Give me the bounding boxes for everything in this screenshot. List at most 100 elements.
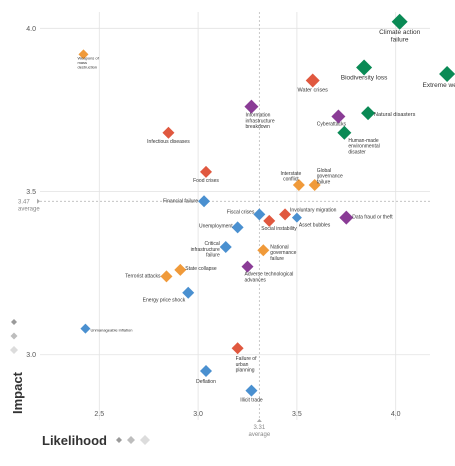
size-legend-diamond xyxy=(127,436,135,444)
y-tick-label: 3.5 xyxy=(26,189,36,196)
risk-point: Failure of urban planning xyxy=(231,342,257,374)
risk-marker xyxy=(162,126,175,139)
risk-marker xyxy=(279,208,292,221)
risk-marker xyxy=(339,210,354,225)
x-average-marker xyxy=(256,419,262,422)
risk-point: Weapons of mass destruction xyxy=(77,49,100,70)
risk-label: Human-made environmental disaster xyxy=(348,138,379,156)
risk-label: State collapse xyxy=(185,266,217,272)
risk-point: Critical infrastructure failure xyxy=(191,241,232,259)
risk-point: Climate action failure xyxy=(379,13,421,43)
risk-label: Unmanageable inflation xyxy=(90,328,132,333)
risk-marker xyxy=(253,208,266,221)
size-legend-diamond xyxy=(11,319,17,325)
risk-point: Terrorist attacks xyxy=(125,270,173,283)
risk-point: Human-made environmental disaster xyxy=(337,125,380,156)
risk-marker xyxy=(439,66,455,83)
risk-marker xyxy=(257,244,270,257)
risk-label: Terrorist attacks xyxy=(125,273,161,279)
risk-marker xyxy=(292,178,305,191)
risk-label: Information infrastructure breakdown xyxy=(245,113,274,131)
risk-point: Information infrastructure breakdown xyxy=(244,99,275,131)
risk-label: Asset bubbles xyxy=(299,223,331,229)
risk-point: Financial failure xyxy=(163,195,211,208)
risk-marker xyxy=(78,49,89,60)
risk-point: Biodiversity loss xyxy=(341,59,388,81)
risk-point: Energy price shock xyxy=(143,286,195,304)
risk-marker xyxy=(308,178,321,191)
risk-point: National governance failure xyxy=(257,244,297,262)
risk-label: Data fraud or theft xyxy=(352,215,393,221)
risk-point: Data fraud or theft xyxy=(339,210,393,225)
risk-label: Financial failure xyxy=(163,198,198,204)
risk-label: Deflation xyxy=(196,379,216,385)
risk-point: Asset bubbles xyxy=(291,212,331,229)
risk-marker xyxy=(337,125,352,140)
risk-label: Global governance failure xyxy=(317,168,343,186)
x-average-label: average xyxy=(249,432,271,438)
risk-label: Infectious diseases xyxy=(147,139,190,145)
risk-point: Natural disasters xyxy=(361,106,416,121)
risk-label: Critical infrastructure failure xyxy=(191,241,220,259)
risk-label: Energy price shock xyxy=(143,298,186,304)
y-average-label: average xyxy=(18,206,40,212)
risk-point: Social instability xyxy=(261,214,297,232)
risk-label: Illicit trade xyxy=(240,398,263,404)
risk-point: Involuntary migration xyxy=(279,207,337,221)
risk-label: Biodiversity loss xyxy=(341,74,388,81)
risk-marker xyxy=(160,270,173,283)
size-legend-diamond xyxy=(10,332,18,340)
risk-label: Fiscal crises xyxy=(227,209,255,215)
risk-point: Deflation xyxy=(196,365,216,385)
risk-marker xyxy=(291,212,302,223)
y-tick-label: 4.0 xyxy=(26,26,36,33)
x-tick-label: 3.5 xyxy=(292,411,302,418)
risk-label: Involuntary migration xyxy=(290,207,337,213)
risk-label: Climate action failure xyxy=(379,29,421,43)
risk-marker xyxy=(200,165,212,178)
x-tick-label: 4.0 xyxy=(391,411,401,418)
size-legend-diamond xyxy=(10,346,18,354)
risk-label: Cyberattacks xyxy=(317,121,347,127)
risk-point: Fiscal crises xyxy=(227,208,266,221)
risk-label: Food crises xyxy=(193,178,219,184)
risk-point: Global governance failure xyxy=(308,168,343,191)
risk-marker xyxy=(241,260,254,273)
y-average-marker xyxy=(37,198,40,204)
y-axis-title: Impact xyxy=(10,371,25,414)
risk-label: Water crises xyxy=(298,88,329,94)
risk-point: Water crises xyxy=(298,73,329,94)
risk-point: Unmanageable inflation xyxy=(80,323,132,334)
risk-point: Infectious diseases xyxy=(147,126,190,145)
risk-marker xyxy=(200,365,212,378)
risk-label: Weapons of mass destruction xyxy=(77,55,99,69)
tick-labels: 2.5 3.0 3.5 4.0 3.0 3.5 4.0 xyxy=(26,26,400,418)
risk-marker xyxy=(231,342,244,355)
y-average-value: 3.47 xyxy=(18,199,30,205)
risk-marker xyxy=(182,286,195,299)
risk-marker xyxy=(231,221,244,234)
risk-label: Failure of urban planning xyxy=(236,356,257,374)
x-average-value: 3.31 xyxy=(254,425,266,431)
x-axis-title: Likelihood xyxy=(42,433,107,448)
risk-marker xyxy=(198,195,211,208)
risk-marker xyxy=(331,109,346,124)
risk-marker xyxy=(361,106,376,121)
risk-label: Extreme weather xyxy=(423,82,455,89)
risk-marker xyxy=(80,323,91,334)
risk-marker xyxy=(263,214,276,227)
risk-label: National governance failure xyxy=(270,244,296,262)
risk-point: Extreme weather xyxy=(423,66,455,89)
risk-marker xyxy=(305,73,320,88)
risk-label: Unemployment xyxy=(199,223,233,229)
risk-point: Food crises xyxy=(193,165,219,184)
size-legend-diamond xyxy=(116,437,122,443)
risk-point: State collapse xyxy=(174,263,217,276)
risk-marker xyxy=(356,59,373,76)
y-tick-label: 3.0 xyxy=(26,352,36,359)
risk-point: Interstate conflict xyxy=(280,171,305,191)
risk-point: Illicit trade xyxy=(240,384,263,404)
risk-point: Adverse technological advances xyxy=(241,260,293,283)
